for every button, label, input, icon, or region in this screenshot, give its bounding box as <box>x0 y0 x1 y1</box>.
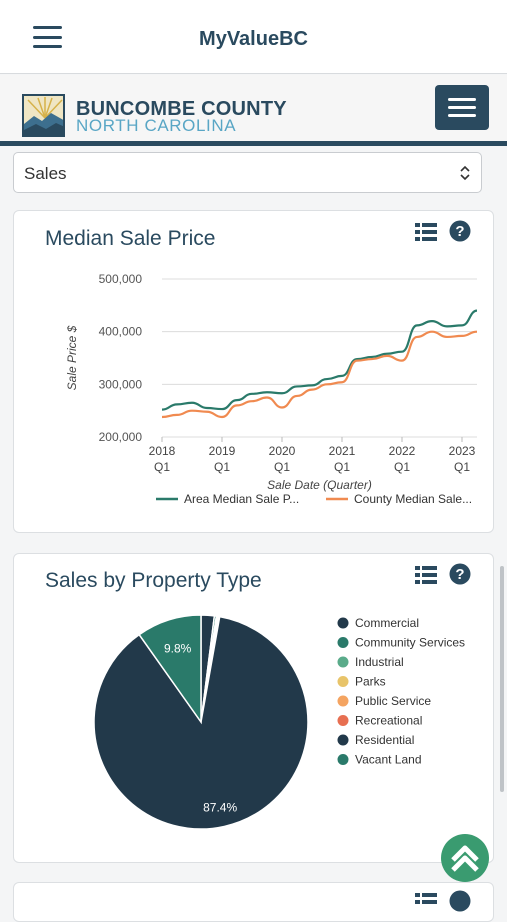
hamburger-icon[interactable] <box>33 26 62 48</box>
legend-label: Industrial <box>355 655 404 669</box>
legend-label: Vacant Land <box>355 753 422 767</box>
legend-label: County Median Sale... <box>354 492 472 506</box>
legend-label: Recreational <box>355 714 422 728</box>
series-line-area <box>161 309 478 411</box>
x-tick-label: 2019 <box>209 444 236 458</box>
question-circle-icon[interactable]: ? <box>449 220 471 242</box>
property-type-pie-chart: 87.4% 9.8% Commercial Community Services Ind… <box>93 614 465 830</box>
legend-dot <box>337 754 349 765</box>
median-sale-price-chart: 200,000 300,000 400,000 500,000 2018 Q1 2019 Q1… <box>65 272 478 506</box>
x-tick-label: 2021 <box>329 444 356 458</box>
site-menu-button[interactable] <box>435 85 489 130</box>
x-tick-label: 2018 <box>149 444 176 458</box>
x-tick-label: 2020 <box>269 444 296 458</box>
county-logo-icon[interactable] <box>22 94 65 137</box>
x-tick-label: Q1 <box>454 460 470 474</box>
legend-dot <box>337 617 349 629</box>
pie-slice-label: 87.4% <box>203 801 237 815</box>
legend-dot <box>337 695 349 707</box>
top-app-bar: MyValueBC <box>0 0 507 74</box>
legend-label: Parks <box>355 675 386 689</box>
question-circle-icon[interactable]: ? <box>449 563 471 585</box>
up-down-chevron-icon <box>460 165 470 181</box>
brand-name: BUNCOMBE COUNTY <box>76 98 287 120</box>
brand-subtitle: NORTH CAROLINA <box>76 116 237 135</box>
legend-label: Residential <box>355 733 414 747</box>
median-sale-price-card: Median Sale Price ? 200,000 300,000 400,00… <box>13 210 494 533</box>
card-title: Sales by Property Type <box>45 569 262 592</box>
legend-dot <box>337 715 349 726</box>
brand-divider <box>0 141 507 146</box>
question-circle-icon[interactable] <box>449 890 471 912</box>
legend-label: Community Services <box>355 636 465 650</box>
list-icon[interactable] <box>415 892 437 912</box>
y-tick-label: 300,000 <box>99 377 143 391</box>
hamburger-line <box>448 114 476 117</box>
x-tick-label: Q1 <box>274 460 290 474</box>
x-tick-label: 2022 <box>389 444 416 458</box>
report-type-value: Sales <box>24 164 67 183</box>
legend-label: Commercial <box>355 616 419 630</box>
x-tick-label: Q1 <box>154 460 170 474</box>
hamburger-icon <box>448 98 476 101</box>
y-tick-label: 500,000 <box>99 272 143 286</box>
legend-dot <box>337 656 349 668</box>
next-card <box>13 882 494 922</box>
legend-label: Public Service <box>355 694 431 708</box>
report-type-select[interactable]: Sales <box>13 152 482 193</box>
double-chevron-up-icon <box>451 845 479 872</box>
sales-by-property-type-card: Sales by Property Type ? 87.4% 9.8% Commer… <box>13 553 494 863</box>
pie-slice-vacant-land <box>138 614 202 725</box>
brand-bar <box>0 75 507 143</box>
legend-label: Area Median Sale P... <box>184 492 299 506</box>
legend-dot <box>337 637 349 648</box>
svg-text:?: ? <box>455 566 464 583</box>
app-title: MyValueBC <box>199 28 308 50</box>
y-tick-label: 200,000 <box>99 430 143 444</box>
list-icon[interactable] <box>415 222 437 242</box>
scroll-to-top-button[interactable] <box>441 834 489 882</box>
x-axis-label: Sale Date (Quarter) <box>267 478 372 492</box>
x-tick-label: Q1 <box>394 460 410 474</box>
card-title: Median Sale Price <box>45 227 216 250</box>
hamburger-line <box>448 106 476 109</box>
scrollbar[interactable] <box>500 566 504 792</box>
y-axis-label: Sale Price $ <box>65 325 79 390</box>
legend-dot <box>337 676 349 687</box>
x-tick-label: Q1 <box>334 460 350 474</box>
x-tick-label: Q1 <box>214 460 230 474</box>
series-line-county <box>161 330 478 419</box>
list-icon[interactable] <box>415 565 437 585</box>
y-tick-label: 400,000 <box>99 325 143 339</box>
svg-text:?: ? <box>455 223 464 240</box>
pie-slice-label: 9.8% <box>164 642 192 656</box>
x-tick-label: 2023 <box>449 444 476 458</box>
legend-dot <box>337 734 349 746</box>
